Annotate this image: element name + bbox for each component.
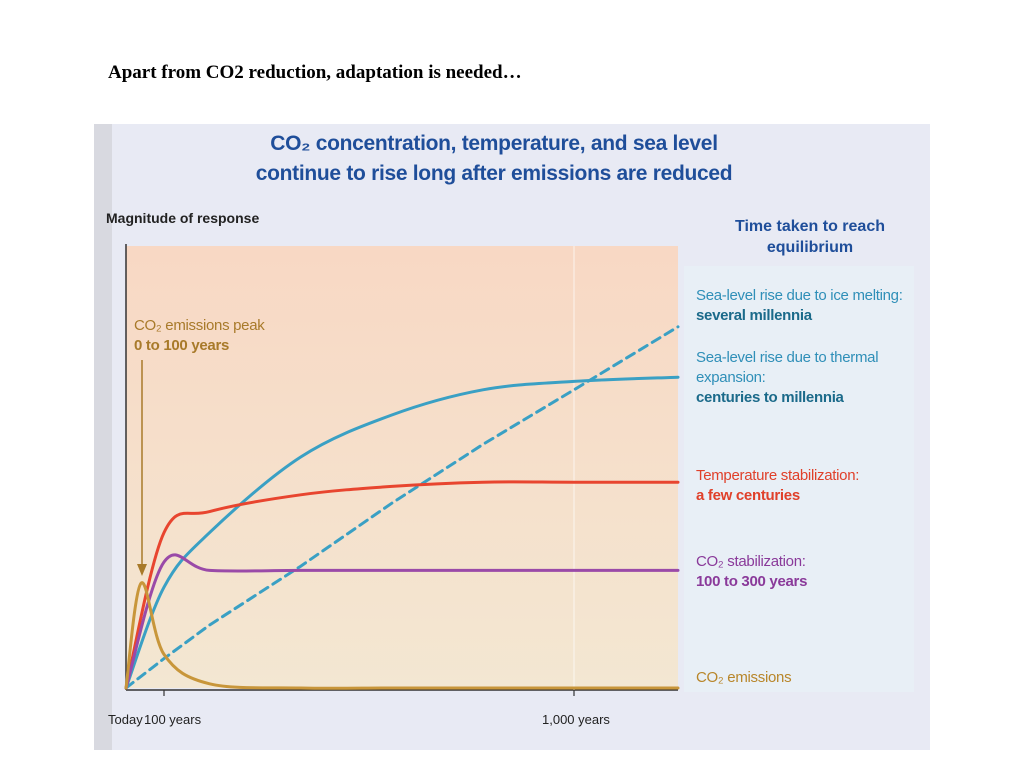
series-layer: [124, 325, 680, 690]
legend-time: several millennia: [696, 307, 812, 324]
series-line-co2-stabilization: [124, 553, 680, 690]
slide-heading: Apart from CO2 reduction, adaptation is …: [108, 62, 522, 83]
left-margin-strip: [94, 124, 112, 750]
plot-area: [126, 246, 678, 688]
chart-svg: [94, 124, 680, 750]
y-axis-label: Magnitude of response: [106, 210, 260, 226]
x-tick-label: 1,000 years: [542, 712, 610, 727]
peak-arrowhead: [137, 564, 147, 576]
legend-name: CO₂ stabilization:: [696, 553, 806, 570]
legend-item-sea-thermal: Sea-level rise due to thermal expansion:…: [696, 348, 922, 408]
legend-title: Time taken to reach equilibrium: [735, 218, 885, 256]
legend-item-co2-stabilization: CO₂ stabilization: 100 to 300 years: [696, 552, 922, 592]
legend-time: 100 to 300 years: [696, 573, 808, 590]
legend-name: Sea-level rise due to ice melting:: [696, 287, 903, 304]
x-tick-label: 100 years: [144, 712, 202, 727]
series-line-sea-thermal: [124, 375, 680, 690]
legend-time: a few centuries: [696, 487, 800, 504]
legend-name: Sea-level rise due to thermal expansion:: [696, 349, 879, 386]
chart-title-line-1: CO₂ concentration, temperature, and sea …: [270, 132, 718, 155]
x-tick-label: Today: [108, 712, 143, 727]
legend-item-temperature: Temperature stabilization: a few centuri…: [696, 466, 922, 506]
series-line-co2-emissions: [124, 581, 680, 690]
legend-time: centuries to millennia: [696, 389, 844, 406]
annotation-line-2: 0 to 100 years: [134, 337, 230, 354]
annotation-line-1: CO₂ emissions peak: [134, 317, 265, 334]
emissions-peak-annotation: CO₂ emissions peak 0 to 100 years: [134, 316, 265, 356]
legend-name: CO₂ emissions: [696, 669, 792, 686]
legend-name: Temperature stabilization:: [696, 467, 860, 484]
series-line-temperature: [124, 480, 680, 690]
chart-figure: CO₂ concentration, temperature, and sea …: [94, 124, 930, 750]
legend-item-sea-ice: Sea-level rise due to ice melting: sever…: [696, 286, 922, 326]
chart-title-line-2: continue to rise long after emissions ar…: [255, 162, 733, 185]
legend-panel: [684, 266, 914, 692]
legend-item-co2-emissions: CO₂ emissions: [696, 668, 922, 688]
